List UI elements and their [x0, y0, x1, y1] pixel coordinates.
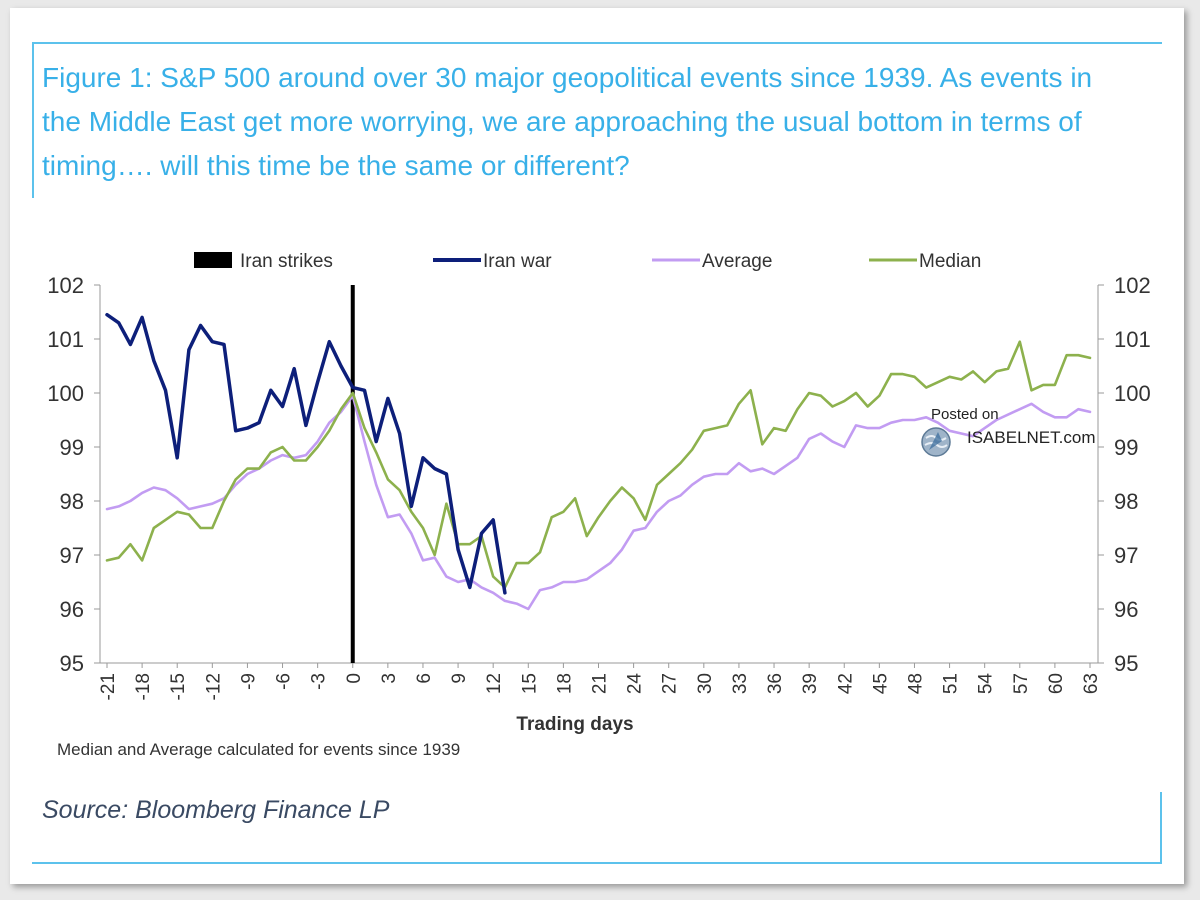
source-note: Source: Bloomberg Finance LP: [42, 796, 390, 824]
legend-label-iran-war: Iran war: [483, 251, 552, 272]
y-tick-label-right: 97: [1114, 543, 1138, 568]
chart-footnote: Median and Average calculated for events…: [57, 740, 461, 759]
x-tick-label: 42: [835, 673, 856, 694]
series-line-average: [105, 394, 1092, 611]
x-tick-label: 33: [730, 673, 751, 694]
y-tick-label-left: 97: [60, 543, 84, 568]
x-tick-label: -12: [203, 673, 224, 700]
x-tick-label: 54: [976, 673, 997, 695]
x-tick-label: 36: [765, 673, 786, 694]
watermark-site: ISABELNET.com: [967, 428, 1096, 447]
x-tick-label: 9: [449, 673, 470, 684]
x-tick-label: 60: [1046, 673, 1067, 694]
legend-label-average: Average: [702, 251, 772, 272]
y-tick-label-left: 99: [60, 435, 84, 460]
y-tick-label-right: 102: [1114, 273, 1151, 298]
x-tick-label: 15: [519, 673, 540, 694]
x-tick-label: 3: [379, 673, 400, 684]
frame-border-left: [32, 42, 34, 198]
x-tick-label: 6: [414, 673, 435, 684]
frame-border-top: [32, 42, 1162, 44]
x-tick-label: 24: [625, 673, 646, 695]
y-tick-label-right: 95: [1114, 651, 1138, 676]
x-tick-label: 30: [695, 673, 716, 694]
x-tick-label: 57: [1011, 673, 1032, 694]
y-tick-label-right: 99: [1114, 435, 1138, 460]
x-tick-label: 0: [344, 673, 365, 684]
x-tick-label: -6: [274, 673, 295, 690]
figure-card: [10, 8, 1184, 884]
y-tick-label-left: 96: [60, 597, 84, 622]
y-tick-label-left: 98: [60, 489, 84, 514]
watermark: Posted on ISABELNET.com: [920, 404, 1120, 468]
y-tick-label-right: 98: [1114, 489, 1138, 514]
legend-label-iran-strikes: Iran strikes: [240, 251, 333, 272]
x-tick-label: 45: [870, 673, 891, 694]
y-tick-label-left: 100: [47, 381, 84, 406]
legend-swatch-iran-strikes: [194, 252, 232, 268]
x-tick-label: 63: [1081, 673, 1102, 694]
series-line-median: [105, 340, 1092, 589]
x-tick-label: 18: [554, 673, 575, 694]
x-tick-label: -3: [309, 673, 330, 690]
legend-label-median: Median: [919, 251, 981, 272]
x-tick-label: 48: [905, 673, 926, 694]
y-tick-label-left: 95: [60, 651, 84, 676]
x-tick-label: 21: [590, 673, 611, 694]
y-tick-label-right: 96: [1114, 597, 1138, 622]
series-line-iran-war: [105, 312, 507, 595]
globe-icon: [921, 427, 951, 457]
watermark-posted-on: Posted on: [931, 406, 999, 423]
frame-border-bottom: [32, 862, 1162, 864]
y-tick-label-right: 101: [1114, 327, 1151, 352]
x-tick-label: 12: [484, 673, 505, 694]
x-tick-label: -9: [238, 673, 259, 690]
frame-border-right: [1160, 792, 1162, 864]
x-tick-label: 51: [941, 673, 962, 694]
figure-title: Figure 1: S&P 500 around over 30 major g…: [42, 62, 1093, 181]
y-tick-label-left: 102: [47, 273, 84, 298]
x-tick-label: -18: [133, 673, 154, 700]
x-tick-label: -15: [168, 673, 189, 700]
y-tick-label-right: 100: [1114, 381, 1151, 406]
y-tick-label-left: 101: [47, 327, 84, 352]
x-tick-label: -21: [98, 673, 119, 700]
x-tick-label: 39: [800, 673, 821, 694]
x-axis-title: Trading days: [516, 714, 633, 735]
x-tick-label: 27: [660, 673, 681, 694]
